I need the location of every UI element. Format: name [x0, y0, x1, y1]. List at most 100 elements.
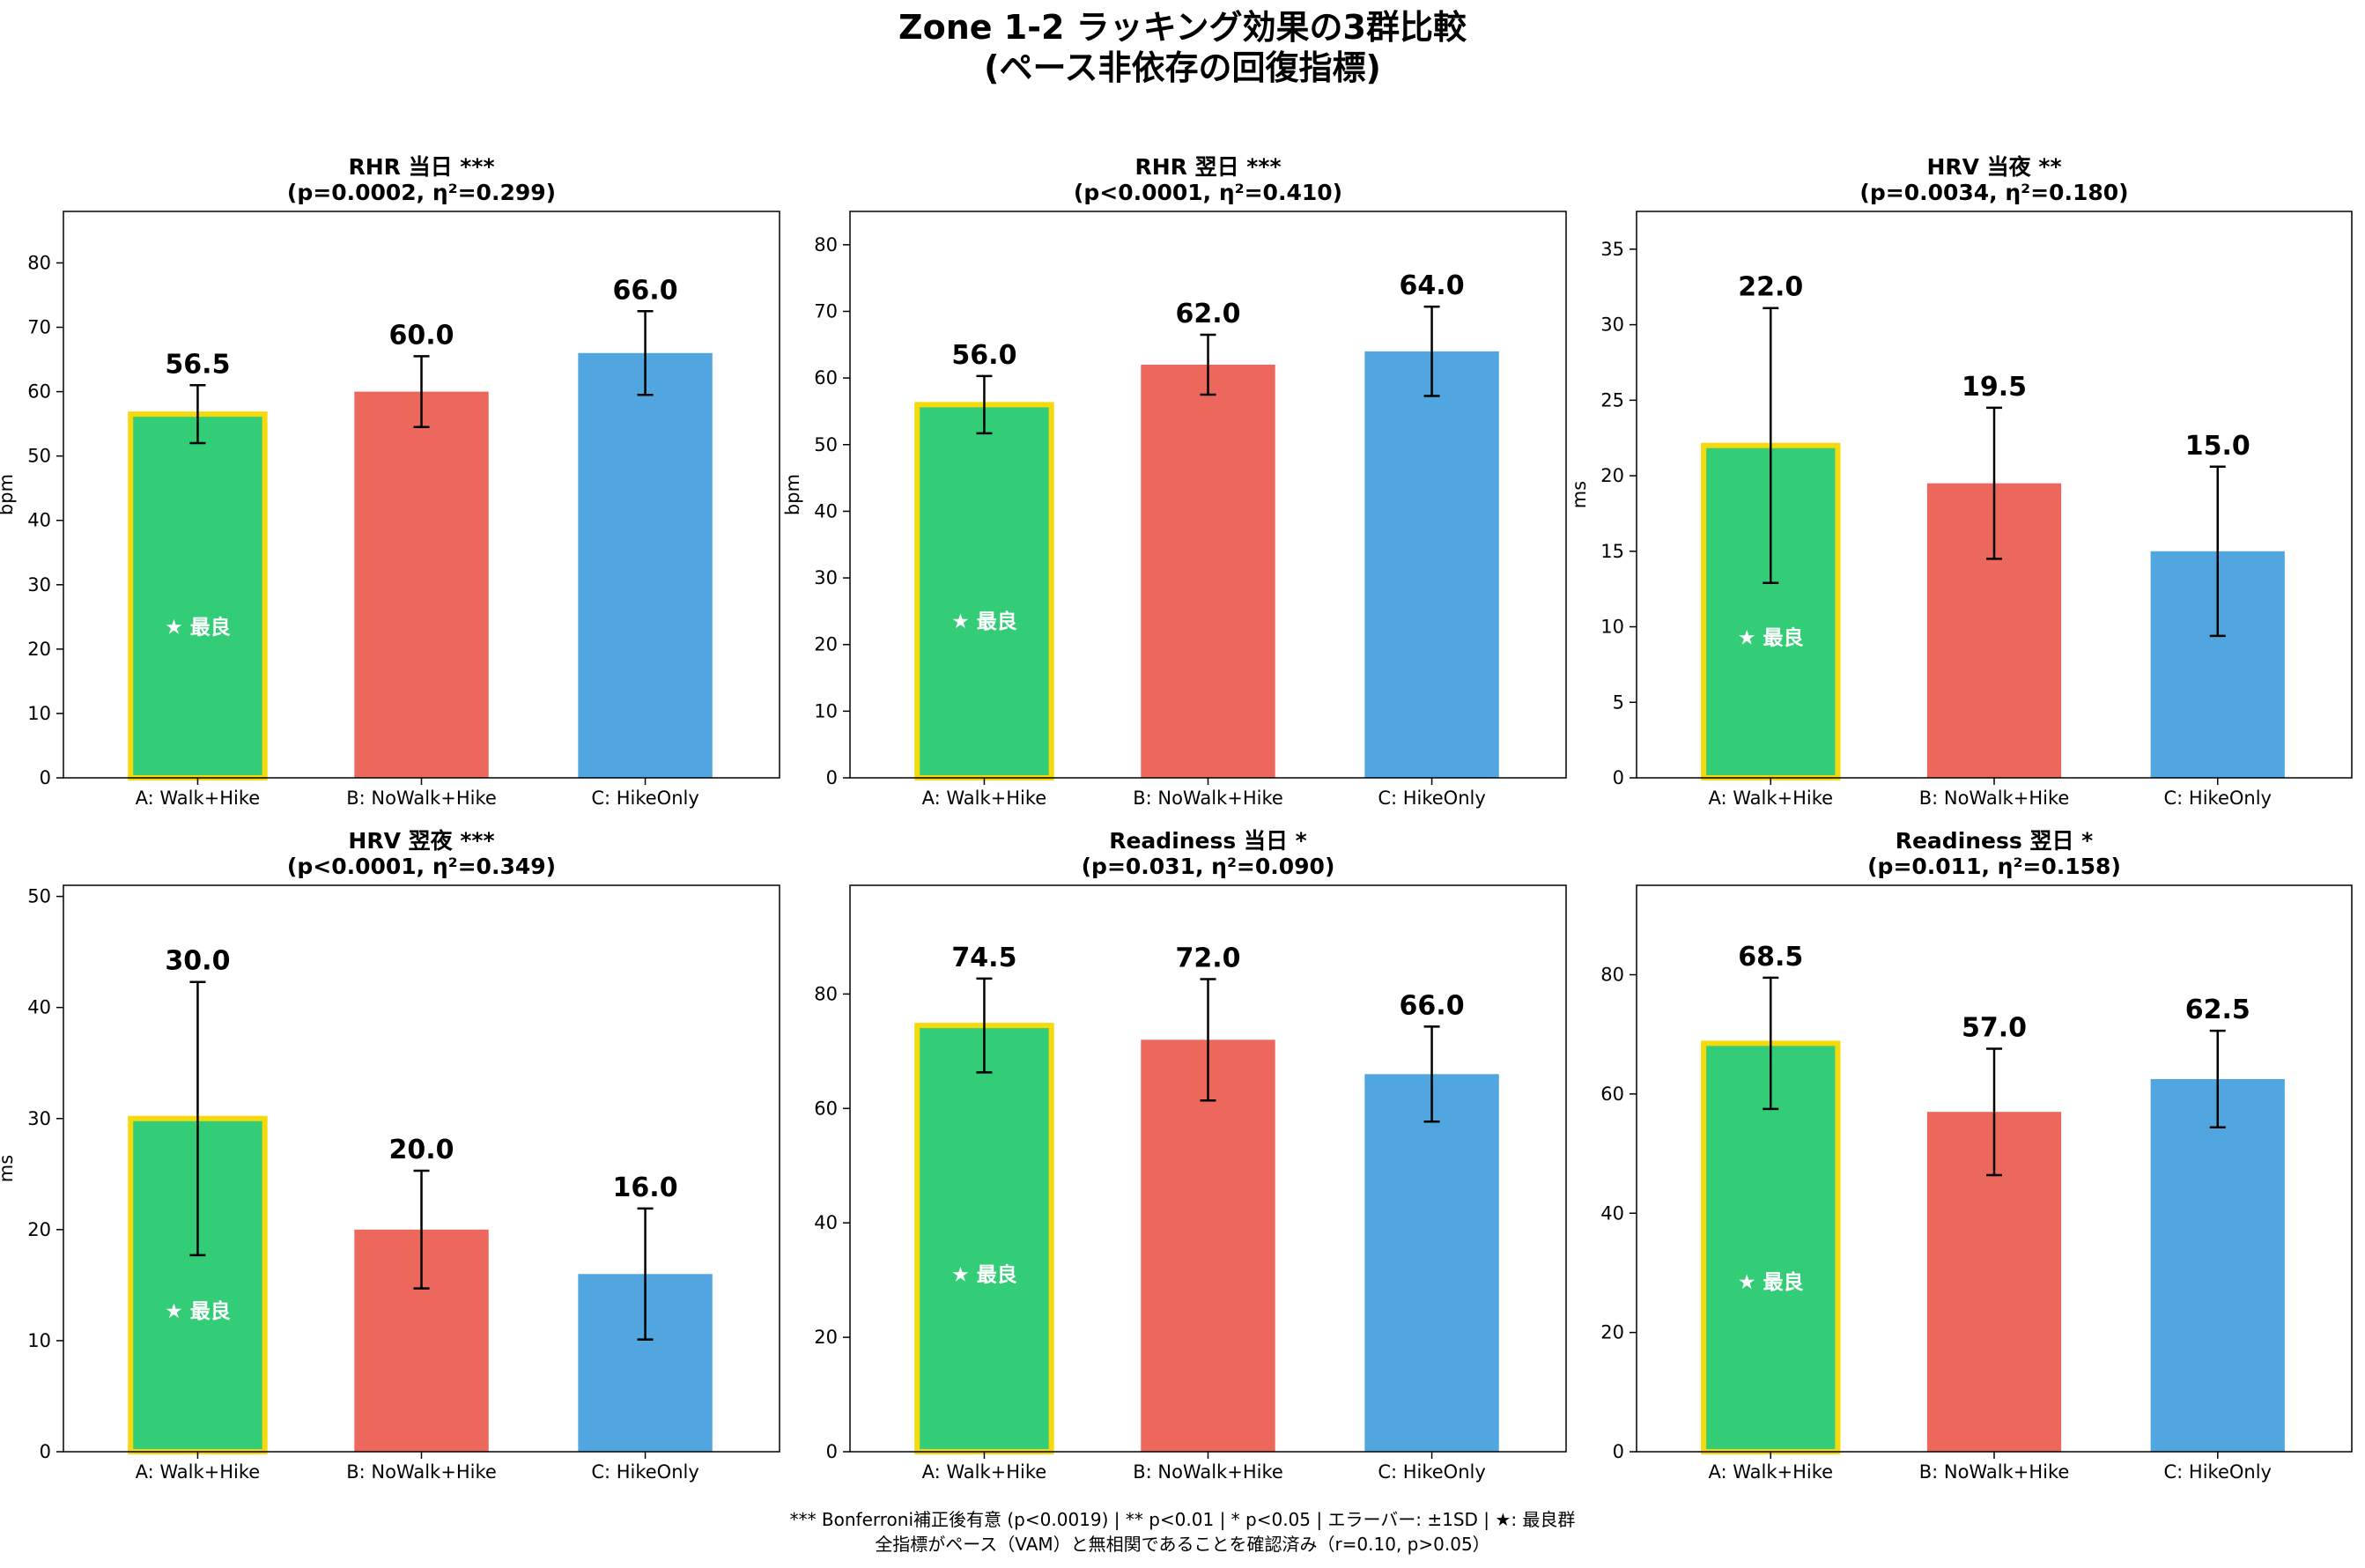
chart-title: RHR 翌日 ***: [1134, 154, 1281, 180]
y-tick-label: 50: [814, 434, 838, 455]
y-tick-label: 0: [1613, 767, 1624, 788]
data-label: 19.5: [1962, 372, 2027, 403]
bar-2: [1141, 1039, 1275, 1452]
bar-1: [1701, 1040, 1841, 1454]
main-subtitle: (ペース非依存の回復指標): [984, 48, 1381, 87]
data-label: 15.0: [2185, 431, 2250, 462]
data-label: 57.0: [1962, 1012, 2027, 1043]
bar-2: [354, 391, 489, 778]
x-tick-label: C: HikeOnly: [1378, 788, 1485, 809]
x-tick-label: C: HikeOnly: [1378, 1461, 1485, 1483]
y-tick-label: 70: [814, 300, 838, 322]
chart-title: RHR 当日 ***: [348, 154, 494, 180]
y-tick-label: 35: [1600, 239, 1624, 260]
y-tick-label: 80: [1600, 965, 1624, 986]
y-tick-label: 50: [27, 886, 51, 907]
y-tick-label: 0: [826, 1441, 838, 1462]
y-tick-label: 70: [27, 317, 51, 338]
x-tick-label: C: HikeOnly: [591, 788, 698, 809]
chart-title: HRV 翌夜 ***: [348, 828, 494, 854]
x-tick-label: B: NoWalk+Hike: [1919, 788, 2070, 809]
y-tick-label: 40: [1600, 1202, 1624, 1224]
bar-1: [914, 1023, 1054, 1454]
best-label: ★ 最良: [165, 615, 231, 639]
best-label: ★ 最良: [951, 610, 1017, 633]
y-tick-label: 50: [27, 446, 51, 467]
data-label: 66.0: [1400, 990, 1465, 1021]
y-tick-label: 0: [40, 1441, 51, 1462]
x-tick-label: A: Walk+Hike: [136, 1461, 261, 1483]
y-tick-label: 80: [814, 234, 838, 255]
y-tick-label: 80: [814, 983, 838, 1004]
chart-subtitle: (p=0.031, η²=0.090): [1082, 854, 1335, 879]
chart-subtitle: (p<0.0001, η²=0.410): [1074, 180, 1342, 205]
x-tick-label: A: Walk+Hike: [1708, 788, 1833, 809]
data-label: 66.0: [613, 275, 678, 306]
plot-frame: [849, 211, 1567, 779]
data-label: 62.0: [1175, 299, 1240, 329]
data-label: 30.0: [165, 946, 230, 977]
data-label: 60.0: [388, 320, 454, 351]
data-label: 22.0: [1738, 272, 1803, 303]
x-tick-label: B: NoWalk+Hike: [346, 1461, 497, 1483]
footnote-legend: *** Bonferroni補正後有意 (p<0.0019) | ** p<0.…: [789, 1509, 1576, 1530]
x-tick-label: A: Walk+Hike: [922, 1461, 1047, 1483]
y-tick-label: 20: [27, 639, 51, 660]
chart-title: Readiness 翌日 *: [1896, 828, 2094, 854]
y-tick-label: 0: [826, 767, 838, 788]
x-tick-label: C: HikeOnly: [591, 1461, 698, 1483]
y-axis-label: ms: [1569, 481, 1590, 508]
best-label: ★ 最良: [951, 1263, 1017, 1287]
data-label: 20.0: [388, 1135, 454, 1165]
y-tick-label: 80: [27, 252, 51, 273]
chart-subtitle: (p<0.0001, η²=0.349): [287, 854, 556, 879]
x-tick-label: C: HikeOnly: [2164, 1461, 2272, 1483]
y-tick-label: 30: [27, 574, 51, 595]
y-tick-label: 25: [1600, 389, 1624, 410]
main-title: Zone 1-2 ラッキング効果の3群比較: [898, 8, 1467, 47]
data-label: 64.0: [1400, 270, 1465, 301]
y-tick-label: 0: [40, 767, 51, 788]
chart-panel-2: RHR 翌日 ***(p<0.0001, η²=0.410) bpm 0 10 20 30…: [782, 154, 1567, 809]
bar-3: [1364, 351, 1499, 778]
y-tick-label: 0: [1613, 1441, 1624, 1462]
y-tick-label: 30: [1600, 314, 1624, 336]
y-axis-label: bpm: [0, 474, 17, 515]
y-tick-label: 60: [27, 381, 51, 403]
bar-3: [578, 352, 713, 778]
best-label: ★ 最良: [1738, 626, 1804, 650]
data-label: 56.5: [165, 349, 230, 380]
y-tick-label: 60: [814, 1098, 838, 1119]
y-tick-label: 40: [27, 510, 51, 531]
plot-frame: [1636, 884, 2353, 1453]
y-tick-label: 40: [814, 1212, 838, 1233]
best-label: ★ 最良: [165, 1299, 231, 1323]
data-label: 16.0: [613, 1172, 678, 1203]
y-tick-label: 5: [1613, 692, 1624, 713]
data-label: 68.5: [1738, 942, 1803, 973]
chart-title: Readiness 当日 *: [1109, 828, 1307, 854]
bar-3: [1364, 1074, 1499, 1452]
chart-subtitle: (p=0.0002, η²=0.299): [287, 180, 556, 205]
x-tick-label: B: NoWalk+Hike: [1133, 788, 1283, 809]
bar-3: [2150, 1078, 2285, 1452]
y-tick-label: 60: [814, 367, 838, 388]
y-axis-label: bpm: [782, 474, 803, 515]
bar-1: [128, 411, 268, 780]
y-tick-label: 20: [27, 1219, 51, 1240]
x-tick-label: B: NoWalk+Hike: [1133, 1461, 1283, 1483]
y-tick-label: 10: [27, 703, 51, 724]
data-label: 74.5: [951, 943, 1016, 973]
data-label: 72.0: [1175, 943, 1240, 974]
y-tick-label: 10: [814, 700, 838, 721]
y-tick-label: 20: [1600, 465, 1624, 486]
x-tick-label: A: Walk+Hike: [922, 788, 1047, 809]
bar-2: [1141, 364, 1275, 778]
x-tick-label: C: HikeOnly: [2164, 788, 2272, 809]
x-tick-label: A: Walk+Hike: [1708, 1461, 1833, 1483]
y-tick-label: 30: [27, 1108, 51, 1129]
y-tick-label: 20: [1600, 1322, 1624, 1343]
y-tick-label: 15: [1600, 541, 1624, 562]
